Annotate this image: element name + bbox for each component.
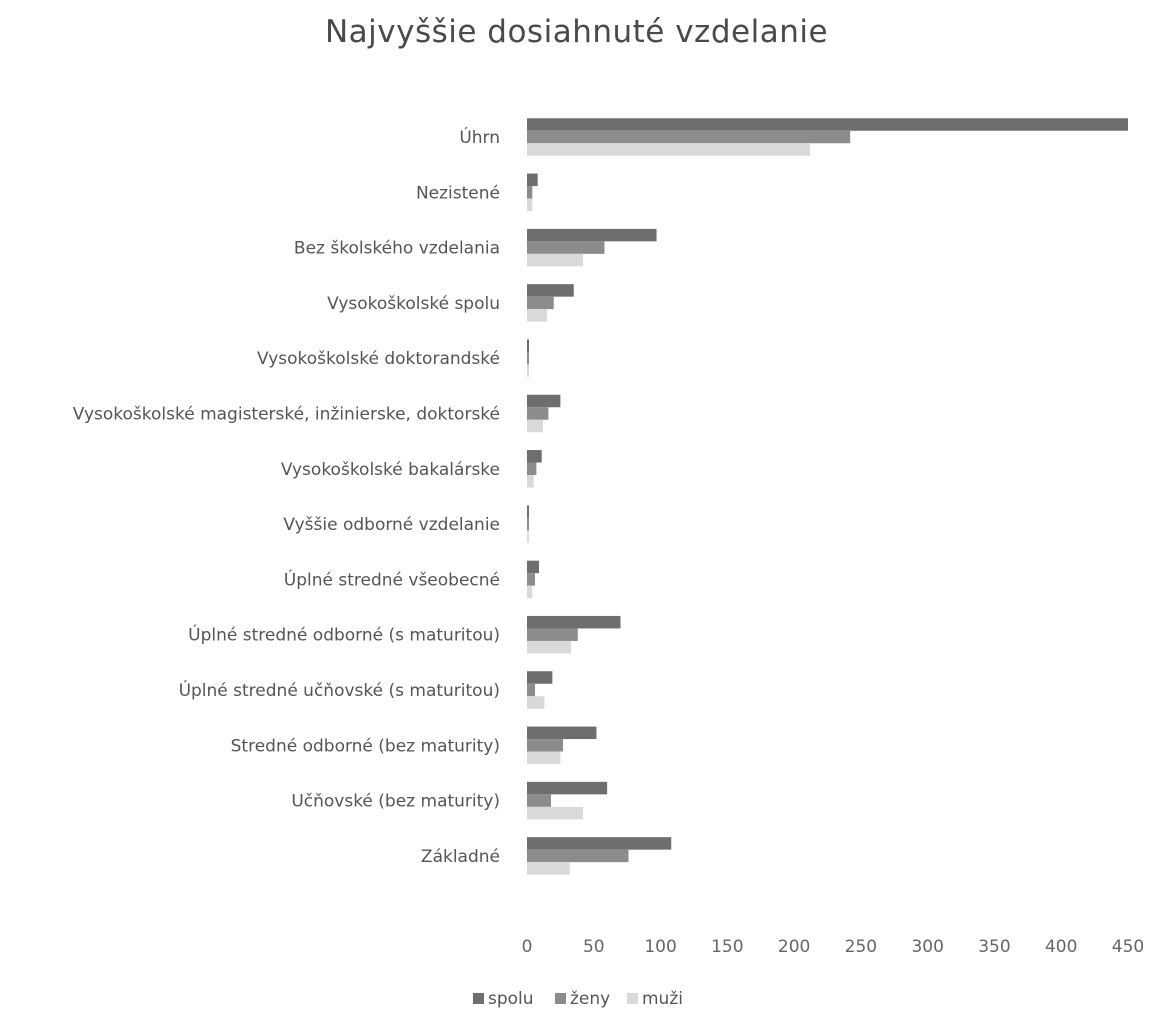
bar-muži [527, 806, 584, 820]
bar-spolu [527, 228, 657, 242]
bar-ženy [527, 130, 851, 144]
category-label: Vysokoškolské magisterské, inžinierske, … [73, 405, 500, 425]
category-label: Úhrn [459, 126, 500, 148]
bar-spolu [527, 671, 553, 684]
bar-spolu [527, 837, 672, 850]
bar-ženy [527, 351, 529, 365]
bar-spolu [527, 781, 608, 795]
bar-muži [527, 309, 548, 322]
bar-ženy [527, 296, 554, 310]
x-tick-label: 450 [1112, 937, 1144, 957]
category-label: Základné [421, 847, 500, 867]
bar-ženy [527, 241, 605, 254]
x-tick-label: 400 [1045, 937, 1077, 957]
bar-ženy [527, 573, 536, 586]
category-label: Vysokoškolské spolu [327, 294, 500, 314]
bar-ženy [527, 407, 549, 420]
category-label: Nezistené [416, 183, 500, 203]
x-tick-label: 250 [845, 937, 877, 957]
bar-ženy [527, 683, 536, 697]
category-label: Učňovské (bez maturity) [291, 792, 500, 812]
x-tick-label: 200 [778, 937, 810, 957]
category-label: Úplné stredné učňovské (s maturitou) [179, 679, 500, 701]
bar-spolu [527, 615, 621, 629]
legend-swatch [627, 993, 638, 1004]
category-label: Vysokoškolské doktorandské [257, 349, 500, 369]
x-tick-label: 0 [522, 937, 533, 957]
bar-spolu [527, 173, 538, 187]
bar-ženy [527, 628, 578, 641]
category-label: Úplné stredné všeobecné [284, 568, 500, 590]
x-tick-label: 300 [911, 937, 943, 957]
bar-spolu [527, 505, 529, 518]
bar-spolu [527, 560, 540, 574]
bar-ženy [527, 517, 529, 531]
bar-muži [527, 198, 533, 212]
category-label: Vyššie odborné vzdelanie [283, 515, 500, 535]
category-label: Bez školského vzdelania [294, 239, 500, 259]
bar-muži [527, 696, 545, 709]
bar-ženy [527, 462, 537, 476]
bar-spolu [527, 118, 1128, 131]
bar-spolu [527, 450, 542, 463]
category-label: Stredné odborné (bez maturity) [231, 736, 500, 756]
bar-muži [527, 253, 584, 267]
bar-muži [527, 475, 534, 488]
bar-spolu [527, 394, 561, 408]
chart-title: Najvyššie dosiahnuté vzdelanie [324, 14, 829, 50]
bar-ženy [527, 739, 564, 752]
x-tick-label: 150 [711, 937, 743, 957]
bar-ženy [527, 849, 629, 863]
bar-spolu [527, 726, 597, 740]
legend-swatch [473, 993, 484, 1004]
bar-muži [527, 640, 572, 654]
bar-muži [527, 419, 544, 433]
x-tick-label: 100 [644, 937, 676, 957]
bar-muži [527, 530, 529, 543]
bar-ženy [527, 794, 552, 807]
legend-label: ženy [570, 989, 610, 1009]
legend-swatch [555, 993, 566, 1004]
bar-spolu [527, 284, 574, 297]
x-tick-label: 350 [978, 937, 1010, 957]
bar-muži [527, 585, 533, 599]
bar-muži [527, 143, 811, 156]
legend-label: muži [642, 989, 683, 1009]
bar-muži [527, 751, 561, 765]
legend-label: spolu [488, 989, 534, 1009]
bar-muži [527, 364, 529, 377]
category-label: Úplné stredné odborné (s maturitou) [188, 624, 500, 646]
bar-spolu [527, 339, 529, 352]
bar-ženy [527, 186, 533, 199]
bar-muži [527, 862, 570, 875]
x-tick-label: 50 [583, 937, 605, 957]
category-label: Vysokoškolské bakalárske [281, 460, 500, 480]
